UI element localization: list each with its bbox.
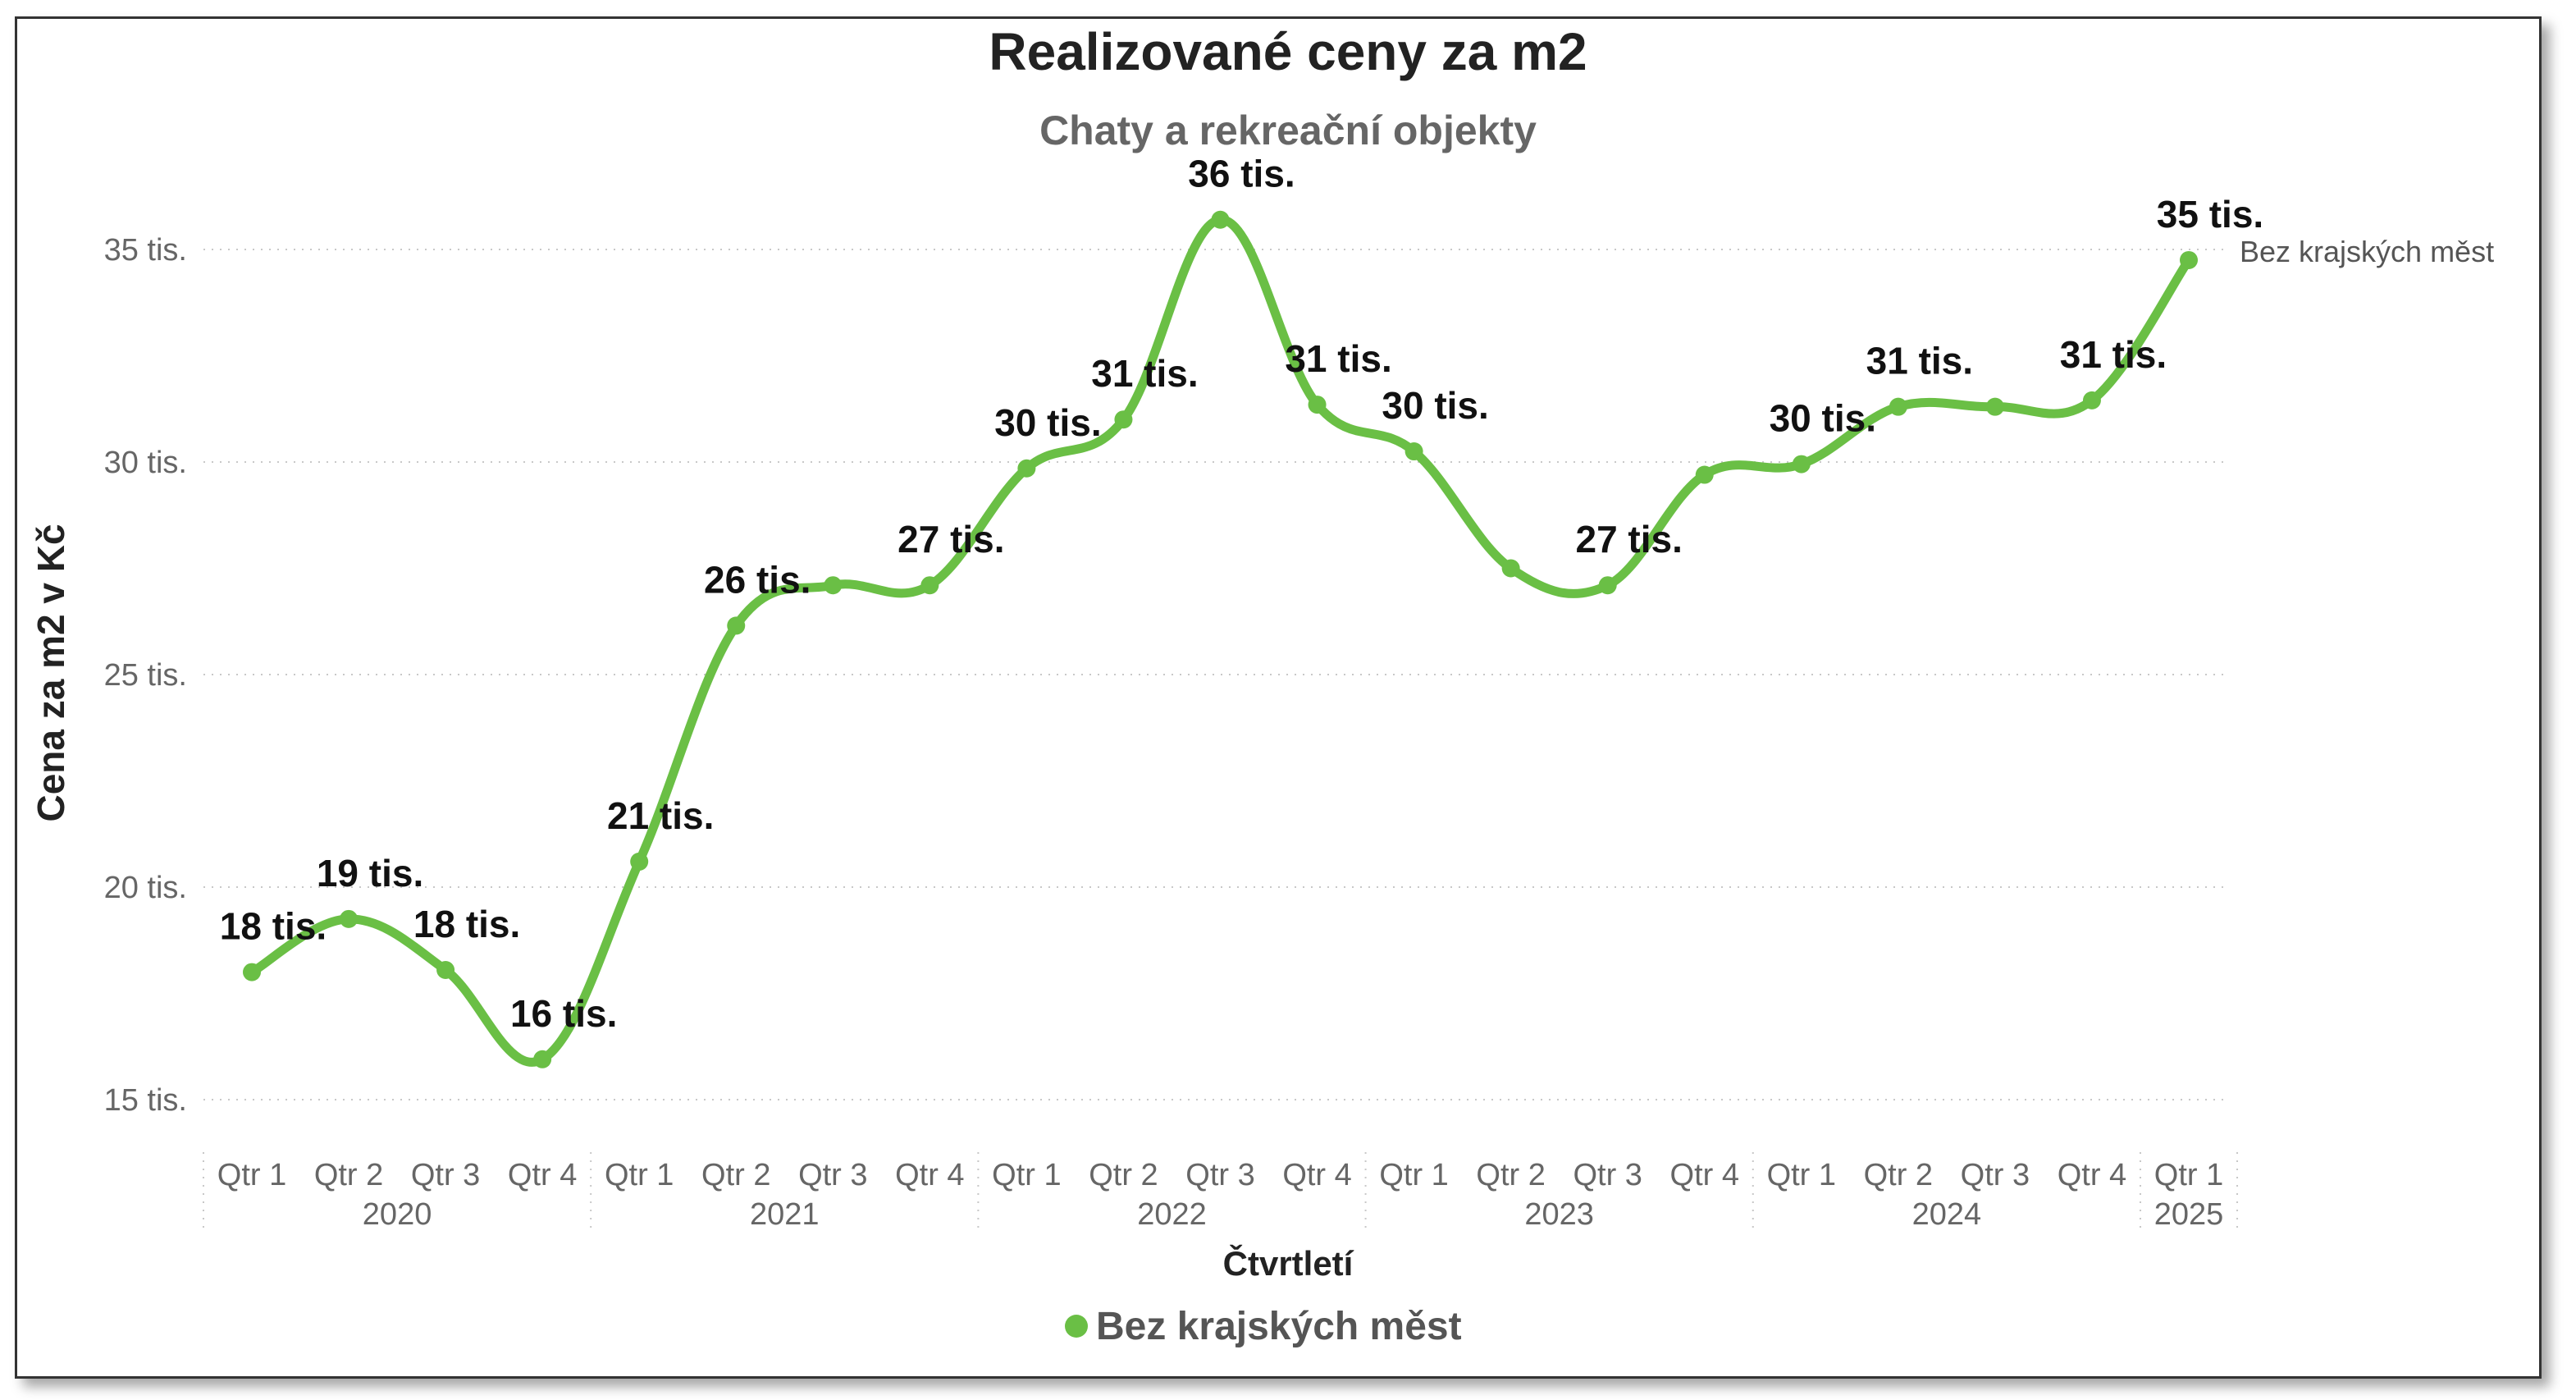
- data-label: 30 tis.: [994, 401, 1101, 444]
- data-label: 21 tis.: [607, 794, 714, 837]
- x-tick-label: Qtr 3: [1961, 1158, 2030, 1192]
- x-axis-title: Čtvrtletí: [1222, 1244, 1354, 1283]
- x-tick-label: Qtr 1: [1379, 1158, 1448, 1192]
- data-label: 16 tis.: [510, 992, 617, 1035]
- data-label: 31 tis.: [1091, 352, 1198, 395]
- x-year-label: 2023: [1524, 1197, 1594, 1232]
- x-tick-label: Qtr 3: [798, 1158, 867, 1192]
- x-tick-label: Qtr 4: [508, 1158, 577, 1192]
- legend[interactable]: Bez krajských měst: [1065, 1303, 1462, 1349]
- chart-frame: [15, 16, 2542, 1379]
- x-tick-label: Qtr 2: [701, 1158, 770, 1192]
- data-label: 26 tis.: [704, 558, 811, 601]
- data-label: 31 tis.: [1866, 340, 1973, 382]
- x-year-label: 2022: [1137, 1197, 1207, 1232]
- data-label: 19 tis.: [317, 852, 423, 894]
- data-point: [1017, 459, 1036, 478]
- data-point: [1598, 576, 1617, 595]
- x-tick-label: Qtr 1: [217, 1158, 286, 1192]
- series-end-label: Bez krajských měst: [2240, 235, 2494, 268]
- data-label: 35 tis.: [2157, 193, 2263, 236]
- x-year-label: 2024: [1912, 1197, 1982, 1232]
- x-tick-label: Qtr 2: [1089, 1158, 1158, 1192]
- series-line: [247, 215, 2194, 1067]
- data-label: 30 tis.: [1382, 384, 1488, 427]
- data-point: [243, 963, 261, 981]
- x-tick-label: Qtr 2: [1864, 1158, 1933, 1192]
- x-tick-label: Qtr 2: [1476, 1158, 1545, 1192]
- x-tick-label: Qtr 3: [411, 1158, 480, 1192]
- x-tick-label: Qtr 3: [1573, 1158, 1642, 1192]
- data-label: 18 tis.: [220, 905, 327, 948]
- legend-label: Bez krajských měst: [1096, 1304, 1462, 1348]
- data-label: 31 tis.: [1285, 337, 1391, 380]
- legend-marker: [1065, 1315, 1088, 1338]
- x-tick-label: Qtr 2: [314, 1158, 383, 1192]
- data-point: [1501, 559, 1520, 578]
- x-tick-label: Qtr 4: [1670, 1158, 1739, 1192]
- data-point: [2082, 391, 2101, 409]
- data-label: 18 tis.: [413, 903, 520, 945]
- data-label: 30 tis.: [1770, 397, 1876, 440]
- data-point: [1404, 442, 1423, 461]
- chart-subtitle: Chaty a rekreační objekty: [1039, 108, 1537, 153]
- data-point: [1114, 410, 1133, 429]
- data-point: [436, 961, 455, 980]
- x-tick-label: Qtr 4: [1282, 1158, 1351, 1192]
- x-tick-label: Qtr 4: [895, 1158, 964, 1192]
- data-point: [920, 576, 939, 595]
- data-label: 31 tis.: [2060, 333, 2167, 376]
- chart-title: Realizované ceny za m2: [989, 22, 1587, 81]
- data-point: [1308, 396, 1327, 414]
- data-point: [1889, 397, 1907, 416]
- data-point: [1211, 210, 1230, 229]
- data-point: [1792, 455, 1811, 474]
- y-tick-label: 25 tis.: [104, 658, 187, 693]
- data-point: [1985, 397, 2004, 416]
- x-year-label: 2025: [2154, 1197, 2224, 1232]
- data-point: [727, 616, 746, 635]
- x-tick-label: Qtr 1: [2154, 1158, 2223, 1192]
- y-tick-label: 30 tis.: [104, 446, 187, 480]
- x-year-label: 2021: [750, 1197, 820, 1232]
- x-year-label: 2020: [363, 1197, 432, 1232]
- x-tick-label: Qtr 1: [1767, 1158, 1836, 1192]
- data-point: [2180, 250, 2198, 269]
- data-point: [824, 576, 843, 595]
- x-tick-label: Qtr 1: [605, 1158, 674, 1192]
- y-tick-label: 35 tis.: [104, 233, 187, 268]
- data-point: [340, 909, 359, 928]
- x-tick-label: Qtr 3: [1185, 1158, 1254, 1192]
- y-tick-label: 15 tis.: [104, 1083, 187, 1118]
- y-tick-label: 20 tis.: [104, 871, 187, 905]
- x-tick-label: Qtr 4: [2058, 1158, 2126, 1192]
- data-point: [630, 852, 649, 871]
- data-label: 27 tis.: [1575, 518, 1682, 560]
- data-label: 27 tis.: [897, 518, 1004, 560]
- x-tick-label: Qtr 1: [992, 1158, 1061, 1192]
- data-label: 36 tis.: [1188, 153, 1295, 195]
- data-point: [1695, 465, 1714, 484]
- data-point: [533, 1050, 552, 1068]
